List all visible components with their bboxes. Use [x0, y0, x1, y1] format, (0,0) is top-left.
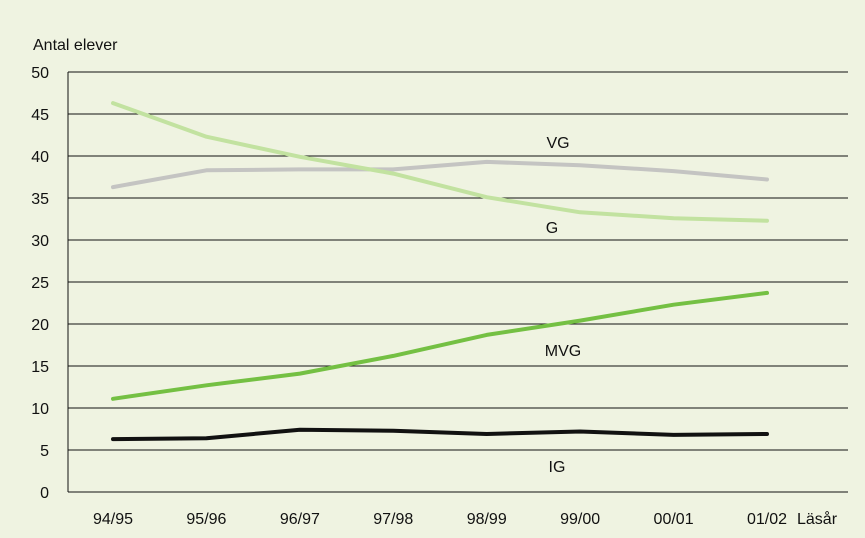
- series-line-ig: [111, 427, 769, 442]
- x-axis-title: Läsår: [797, 510, 838, 528]
- x-tick-label: 97/98: [373, 511, 413, 528]
- series-labels: VG G MVG IG: [545, 135, 581, 476]
- x-tick-label: 01/02: [747, 511, 787, 528]
- axes: 0 5 10 15 20 25 30 35 40 45 50 94/95 95/96 96/97 97/98…: [31, 65, 787, 528]
- y-tick-label: 10: [31, 401, 49, 418]
- series-lines: [111, 101, 769, 442]
- x-tick-label: 00/01: [654, 511, 694, 528]
- x-tick-label: 99/00: [560, 511, 600, 528]
- x-tick-label: 96/97: [280, 511, 320, 528]
- y-tick-label: 30: [31, 233, 49, 250]
- x-tick-label: 94/95: [93, 511, 133, 528]
- series-label-g: G: [546, 220, 558, 237]
- series-line-vg: [111, 159, 769, 190]
- series-label-vg: VG: [546, 135, 569, 152]
- x-tick-label: 98/99: [467, 511, 507, 528]
- y-tick-label: 25: [31, 275, 49, 292]
- series-line-g: [111, 101, 769, 223]
- y-tick-label: 0: [40, 485, 49, 502]
- series-label-ig: IG: [549, 459, 566, 476]
- y-tick-label: 40: [31, 149, 49, 166]
- series-label-mvg: MVG: [545, 343, 581, 360]
- y-tick-label: 50: [31, 65, 49, 82]
- y-tick-label: 20: [31, 317, 49, 334]
- y-tick-label: 35: [31, 191, 49, 208]
- y-tick-label: 45: [31, 107, 49, 124]
- y-tick-label: 15: [31, 359, 49, 376]
- series-line-mvg: [111, 290, 769, 401]
- x-tick-label: 95/96: [186, 511, 226, 528]
- gridlines: [68, 71, 848, 493]
- y-tick-label: 5: [40, 443, 49, 460]
- y-axis-title: Antal elever: [33, 37, 118, 54]
